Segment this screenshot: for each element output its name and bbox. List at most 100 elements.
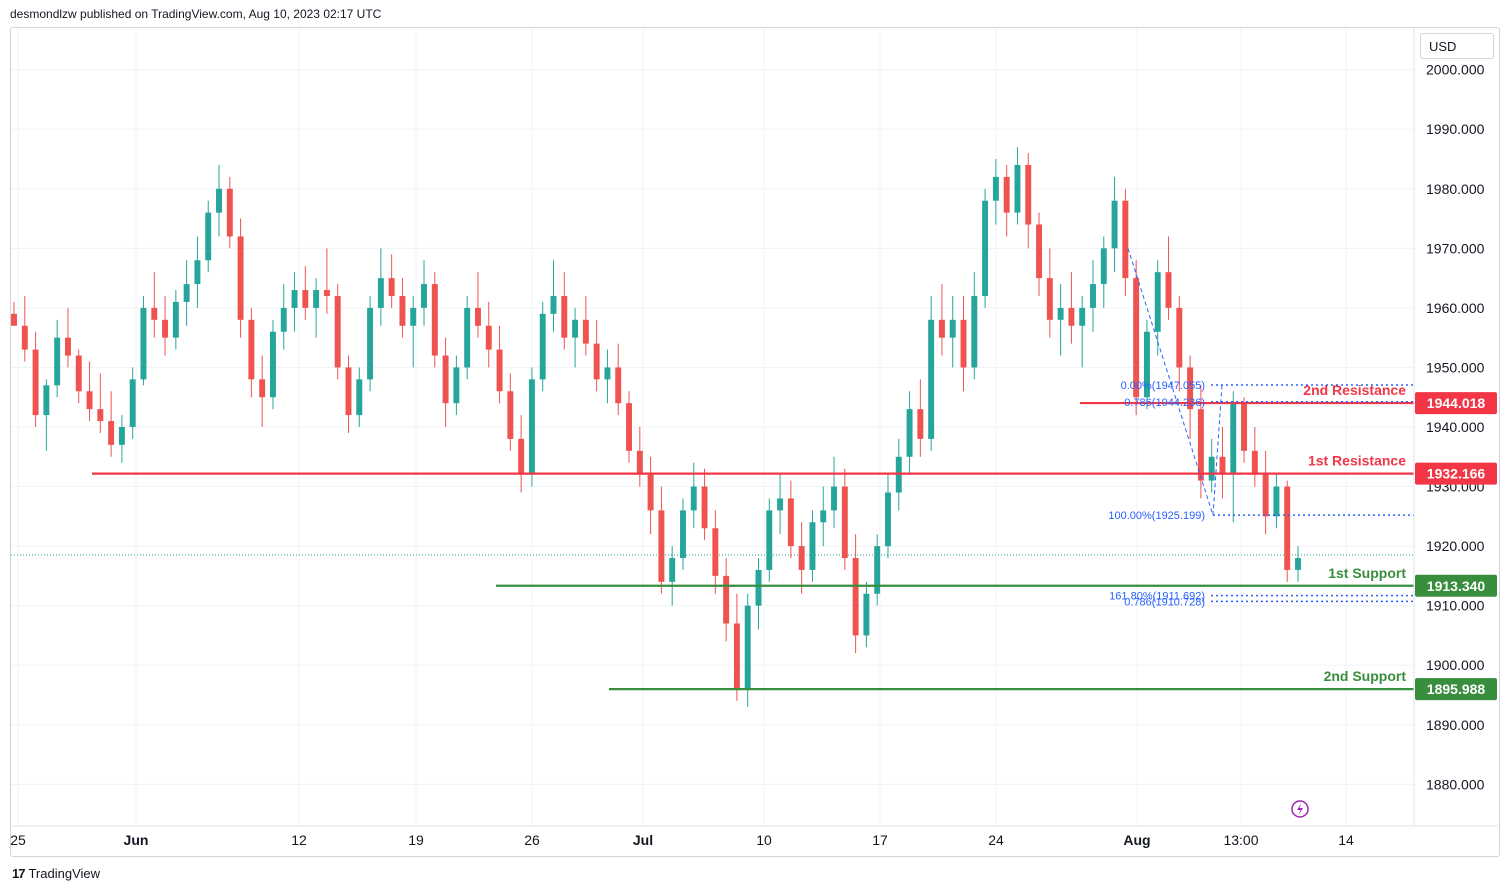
candle-body[interactable]	[1241, 403, 1248, 451]
candle-body[interactable]	[841, 486, 848, 559]
candle-body[interactable]	[1068, 307, 1075, 326]
footer-brand[interactable]: 17 TradingView	[12, 866, 100, 881]
candle-body[interactable]	[831, 486, 838, 511]
candle-body[interactable]	[1014, 164, 1021, 213]
candle-body[interactable]	[474, 307, 481, 326]
candle-body[interactable]	[183, 284, 190, 302]
candle-body[interactable]	[885, 492, 891, 547]
candle-body[interactable]	[313, 290, 320, 308]
candle-body[interactable]	[787, 498, 794, 547]
candle-body[interactable]	[820, 510, 827, 523]
candle-body[interactable]	[75, 355, 82, 392]
candle-body[interactable]	[1090, 284, 1096, 308]
lightning-icon[interactable]	[1291, 800, 1309, 818]
candle-body[interactable]	[658, 510, 665, 582]
candle-body[interactable]	[421, 284, 427, 308]
candle-body[interactable]	[1122, 200, 1129, 279]
candle-body[interactable]	[485, 325, 492, 350]
candle-body[interactable]	[269, 331, 276, 398]
candle-body[interactable]	[636, 450, 643, 475]
candle-body[interactable]	[1100, 248, 1107, 285]
candle-body[interactable]	[216, 188, 222, 213]
candle-body[interactable]	[97, 409, 104, 422]
candle-body[interactable]	[32, 349, 39, 416]
candle-body[interactable]	[1025, 164, 1032, 225]
candle-body[interactable]	[1133, 278, 1140, 398]
candle-body[interactable]	[755, 569, 762, 606]
candle-body[interactable]	[1046, 278, 1053, 320]
candle-body[interactable]	[194, 260, 201, 285]
candle-body[interactable]	[928, 319, 935, 439]
candle-body[interactable]	[11, 313, 17, 326]
candle-body[interactable]	[971, 295, 978, 368]
currency-selector-button[interactable]: USD	[1420, 33, 1494, 59]
candle-body[interactable]	[938, 319, 945, 338]
candle-body[interactable]	[906, 409, 913, 457]
candle-body[interactable]	[1251, 450, 1258, 475]
candle-body[interactable]	[86, 391, 93, 410]
candle-body[interactable]	[1295, 558, 1301, 570]
candle-body[interactable]	[528, 379, 535, 475]
candle-body[interactable]	[1208, 456, 1215, 481]
candle-body[interactable]	[162, 319, 169, 338]
candle-body[interactable]	[118, 427, 125, 445]
candle-body[interactable]	[377, 278, 384, 308]
candle-body[interactable]	[561, 295, 568, 338]
candle-body[interactable]	[604, 367, 611, 380]
candle-body[interactable]	[949, 319, 956, 338]
candle-body[interactable]	[54, 337, 61, 386]
candle-body[interactable]	[205, 212, 212, 261]
candle-body[interactable]	[43, 385, 50, 416]
candle-body[interactable]	[917, 409, 924, 439]
candle-body[interactable]	[723, 575, 730, 624]
candle-body[interactable]	[744, 605, 751, 690]
candle-body[interactable]	[431, 284, 438, 356]
candle-body[interactable]	[226, 188, 233, 237]
candle-body[interactable]	[626, 403, 632, 451]
candle-body[interactable]	[852, 558, 859, 636]
candle-body[interactable]	[809, 522, 816, 570]
candle-body[interactable]	[410, 307, 417, 326]
candle-body[interactable]	[1165, 272, 1172, 308]
candle-body[interactable]	[647, 474, 654, 511]
candle-body[interactable]	[992, 176, 999, 201]
candle-body[interactable]	[1284, 486, 1291, 570]
candle-body[interactable]	[453, 367, 460, 404]
candle-body[interactable]	[1197, 409, 1204, 481]
candle-body[interactable]	[798, 546, 805, 570]
candle-body[interactable]	[129, 379, 136, 427]
candle-body[interactable]	[863, 593, 870, 636]
candle-body[interactable]	[712, 528, 719, 576]
candle-body[interactable]	[399, 295, 406, 326]
candle-body[interactable]	[550, 295, 557, 314]
candle-body[interactable]	[323, 290, 330, 296]
candle-body[interactable]	[259, 379, 266, 398]
candle-body[interactable]	[518, 438, 525, 475]
candle-body[interactable]	[733, 623, 740, 690]
candle-body[interactable]	[701, 486, 708, 529]
candle-body[interactable]	[442, 355, 449, 404]
candle-body[interactable]	[496, 349, 503, 392]
candle-body[interactable]	[766, 510, 773, 570]
candle-body[interactable]	[237, 236, 244, 320]
candle-body[interactable]	[982, 200, 989, 296]
candle-body[interactable]	[669, 558, 676, 582]
candle-body[interactable]	[345, 367, 352, 416]
candle-body[interactable]	[248, 319, 255, 380]
candle-body[interactable]	[291, 290, 298, 308]
candle-body[interactable]	[615, 367, 622, 404]
candle-body[interactable]	[680, 510, 686, 559]
candle-body[interactable]	[1111, 200, 1118, 249]
candle-body[interactable]	[1187, 367, 1194, 410]
candle-body[interactable]	[777, 498, 784, 511]
candle-body[interactable]	[507, 391, 514, 439]
candle-body[interactable]	[151, 307, 158, 320]
candle-body[interactable]	[1036, 224, 1043, 279]
candle-body[interactable]	[1262, 474, 1269, 517]
candle-body[interactable]	[302, 290, 309, 308]
candle-body[interactable]	[874, 546, 881, 594]
candle-body[interactable]	[1154, 272, 1161, 332]
candle-body[interactable]	[1003, 176, 1010, 213]
candle-body[interactable]	[108, 421, 115, 445]
candle-body[interactable]	[388, 278, 395, 296]
